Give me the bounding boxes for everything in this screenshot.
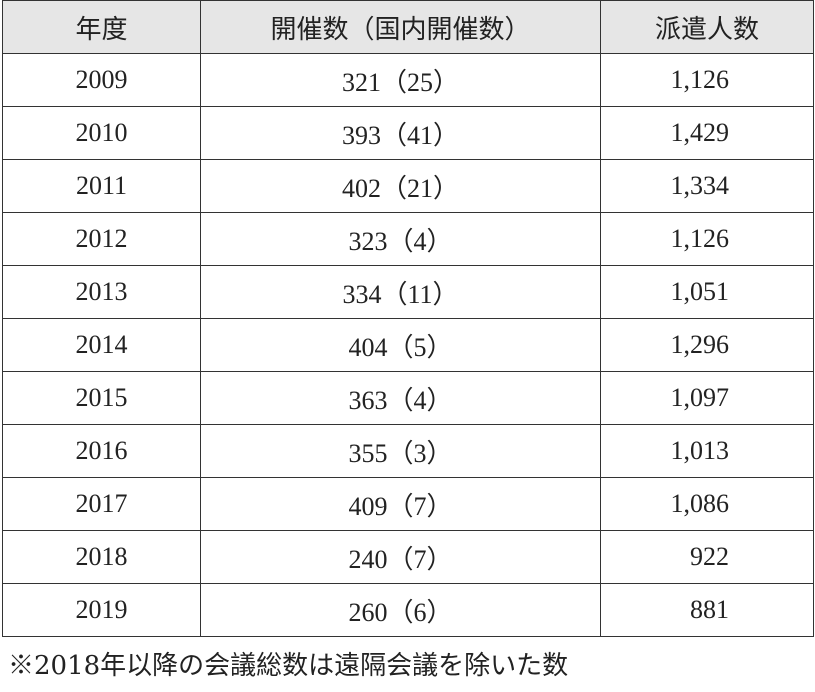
table-cell: 2016	[2, 424, 201, 478]
table-cell: 2010	[2, 106, 201, 160]
table-row: 2018 240（7） 922	[2, 530, 814, 584]
table-cell: 2013	[2, 265, 201, 319]
table-cell: 2019	[2, 583, 201, 637]
table-cell: 2018	[2, 530, 201, 584]
table-cell: 240（7）	[200, 530, 601, 584]
table-row: 2009 321（25） 1,126	[2, 53, 814, 107]
table-cell: 1,126	[600, 53, 814, 107]
header-row: 年度 開催数（国内開催数） 派遣人数	[2, 0, 814, 54]
table-cell: 1,334	[600, 159, 814, 213]
header-cell: 年度	[2, 0, 201, 54]
table-cell: 2017	[2, 477, 201, 531]
table-row: 2010 393（41） 1,429	[2, 106, 814, 160]
header-cell: 開催数（国内開催数）	[200, 0, 601, 54]
table-cell: 1,097	[600, 371, 814, 425]
table-row: 2015 363（4） 1,097	[2, 371, 814, 425]
table-cell: 404（5）	[200, 318, 601, 372]
table-cell: 2012	[2, 212, 201, 266]
table-row: 2014 404（5） 1,296	[2, 318, 814, 372]
table-cell: 363（4）	[200, 371, 601, 425]
table-cell: 355（3）	[200, 424, 601, 478]
table-cell: 1,296	[600, 318, 814, 372]
footnote: ※2018年以降の会議総数は遠隔会議を除いた数	[8, 651, 569, 681]
table-cell: 334（11）	[200, 265, 601, 319]
table-cell: 881	[600, 583, 814, 637]
table-cell: 2011	[2, 159, 201, 213]
table-cell: 1,013	[600, 424, 814, 478]
table-cell: 2014	[2, 318, 201, 372]
table-cell: 409（7）	[200, 477, 601, 531]
table-cell: 1,086	[600, 477, 814, 531]
table-cell: 402（21）	[200, 159, 601, 213]
table-cell: 393（41）	[200, 106, 601, 160]
data-table: 年度 開催数（国内開催数） 派遣人数 2009 321（25） 1,126 2010 393…	[2, 0, 814, 637]
table-row: 2012 323（4） 1,126	[2, 212, 814, 266]
table-cell: 1,051	[600, 265, 814, 319]
table-cell: 1,126	[600, 212, 814, 266]
table-cell: 2015	[2, 371, 201, 425]
table-row: 2011 402（21） 1,334	[2, 159, 814, 213]
table-row: 2017 409（7） 1,086	[2, 477, 814, 531]
table-cell: 321（25）	[200, 53, 601, 107]
table-row: 2013 334（11） 1,051	[2, 265, 814, 319]
table-cell: 323（4）	[200, 212, 601, 266]
table-cell: 2009	[2, 53, 201, 107]
table-row: 2019 260（6） 881	[2, 583, 814, 637]
table-cell: 260（6）	[200, 583, 601, 637]
header-cell: 派遣人数	[600, 0, 814, 54]
table-cell: 922	[600, 530, 814, 584]
table-cell: 1,429	[600, 106, 814, 160]
table-row: 2016 355（3） 1,013	[2, 424, 814, 478]
